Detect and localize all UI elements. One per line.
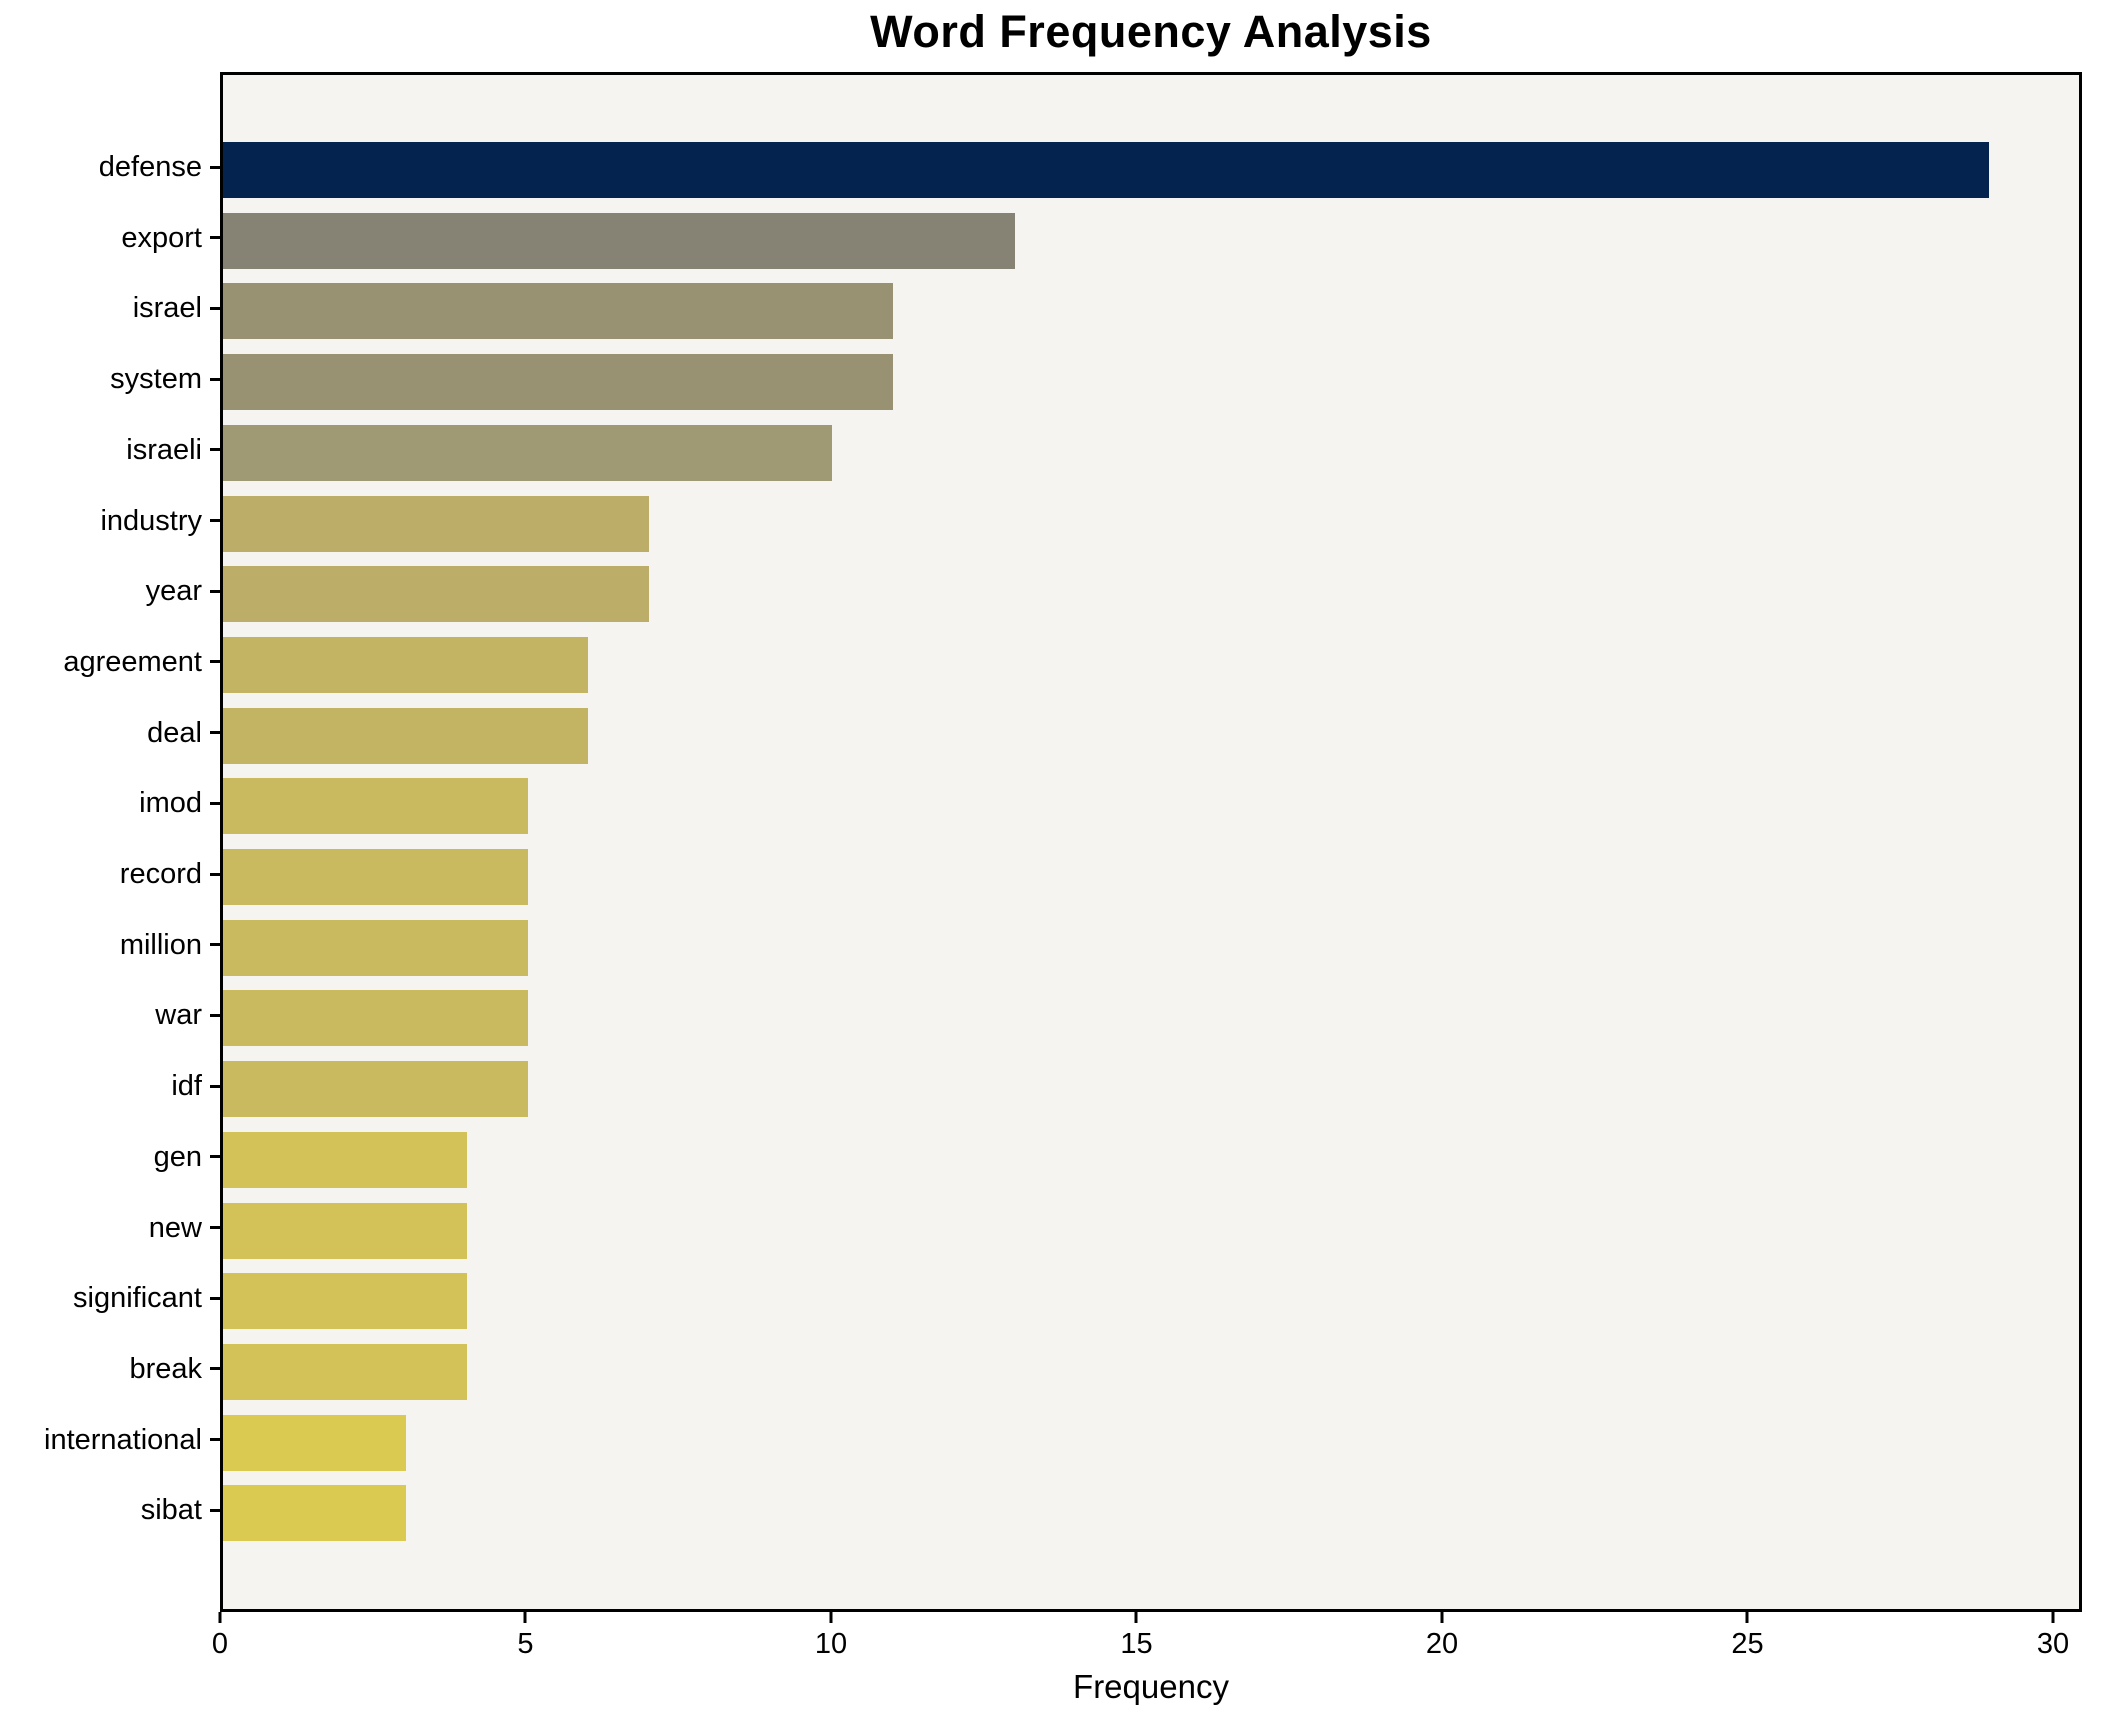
category-label-million: million [119,928,202,961]
bar-imod [223,778,528,835]
category-label-israel: israel [132,292,202,325]
x-tick-label: 10 [814,1628,848,1660]
bar-israel [223,283,893,340]
category-label-defense: defense [98,151,202,183]
category-label-export: export [121,221,202,254]
x-tick-mark [829,1612,833,1623]
category-label-international: international [44,1423,202,1456]
x-tick-label: 0 [211,1628,229,1660]
bar-record [223,849,528,905]
category-label-gen: gen [153,1140,202,1173]
category-label-war: war [155,999,202,1032]
bar-industry [223,495,650,552]
category-label-imod: imod [139,787,202,820]
x-tick-mark [1440,1612,1444,1623]
y-tick-mark [210,872,220,876]
bar-significant [223,1273,467,1330]
y-tick-mark [210,448,220,452]
y-tick-mark [210,377,220,381]
y-tick-mark [210,1438,220,1442]
bar-defense [223,142,1990,198]
y-tick-mark [210,943,220,947]
y-tick-mark [210,1226,220,1229]
category-label-idf: idf [171,1070,202,1103]
x-tick-label: 30 [2036,1628,2070,1660]
category-label-israeli: israeli [126,433,202,466]
category-label-agreement: agreement [63,645,202,678]
category-label-deal: deal [147,716,202,749]
y-tick-mark [210,1084,220,1088]
y-tick-mark [210,236,220,240]
x-tick-label: 5 [517,1628,534,1660]
x-tick-label: 20 [1425,1628,1459,1660]
bar-year [223,566,650,623]
category-label-record: record [119,858,202,890]
y-tick-mark [210,731,220,735]
y-tick-mark [210,306,220,310]
bar-war [223,990,528,1047]
y-tick-mark [210,1155,220,1159]
y-tick-mark [210,1013,220,1017]
category-label-sibat: sibat [140,1494,202,1527]
bar-israeli [223,424,833,481]
x-tick-mark [218,1612,222,1623]
y-axis-labels: defense export israel system israeli industry… [0,72,220,1612]
bar-new [223,1202,467,1259]
y-tick-mark [210,589,220,593]
bar-deal [223,707,589,764]
x-tick-mark [2051,1612,2055,1623]
x-axis-ticks: 0 5 10 15 20 25 30 [212,1612,2082,1722]
x-axis-label: Frequency [1073,1668,1229,1705]
category-label-system: system [110,363,202,396]
y-tick-mark [210,165,220,169]
chart-title: Word Frequency Analysis [870,6,1432,57]
x-tick-label: 25 [1731,1628,1764,1660]
bar-million [223,919,528,976]
x-tick-mark [1134,1612,1138,1623]
bar-break [223,1343,467,1400]
y-tick-mark [210,1508,220,1512]
plot-area [220,72,2082,1612]
y-tick-mark [210,519,220,522]
category-label-year: year [145,575,202,608]
bar-international [223,1414,406,1471]
bar-gen [223,1131,467,1188]
bars-layer [223,75,2079,1609]
bar-idf [223,1061,528,1118]
bar-system [223,354,893,411]
y-tick-mark [210,1367,220,1371]
y-tick-mark [210,660,220,664]
bar-sibat [223,1485,406,1542]
y-tick-mark [210,801,220,805]
x-tick-mark [1745,1612,1749,1623]
bar-agreement [223,636,589,693]
x-tick-mark [523,1612,527,1623]
category-label-industry: industry [100,504,202,537]
x-tick-label: 15 [1120,1628,1153,1660]
category-label-new: new [148,1211,202,1244]
category-label-significant: significant [73,1282,202,1315]
category-label-break: break [129,1352,202,1385]
bar-export [223,212,1015,269]
y-tick-mark [210,1296,220,1300]
